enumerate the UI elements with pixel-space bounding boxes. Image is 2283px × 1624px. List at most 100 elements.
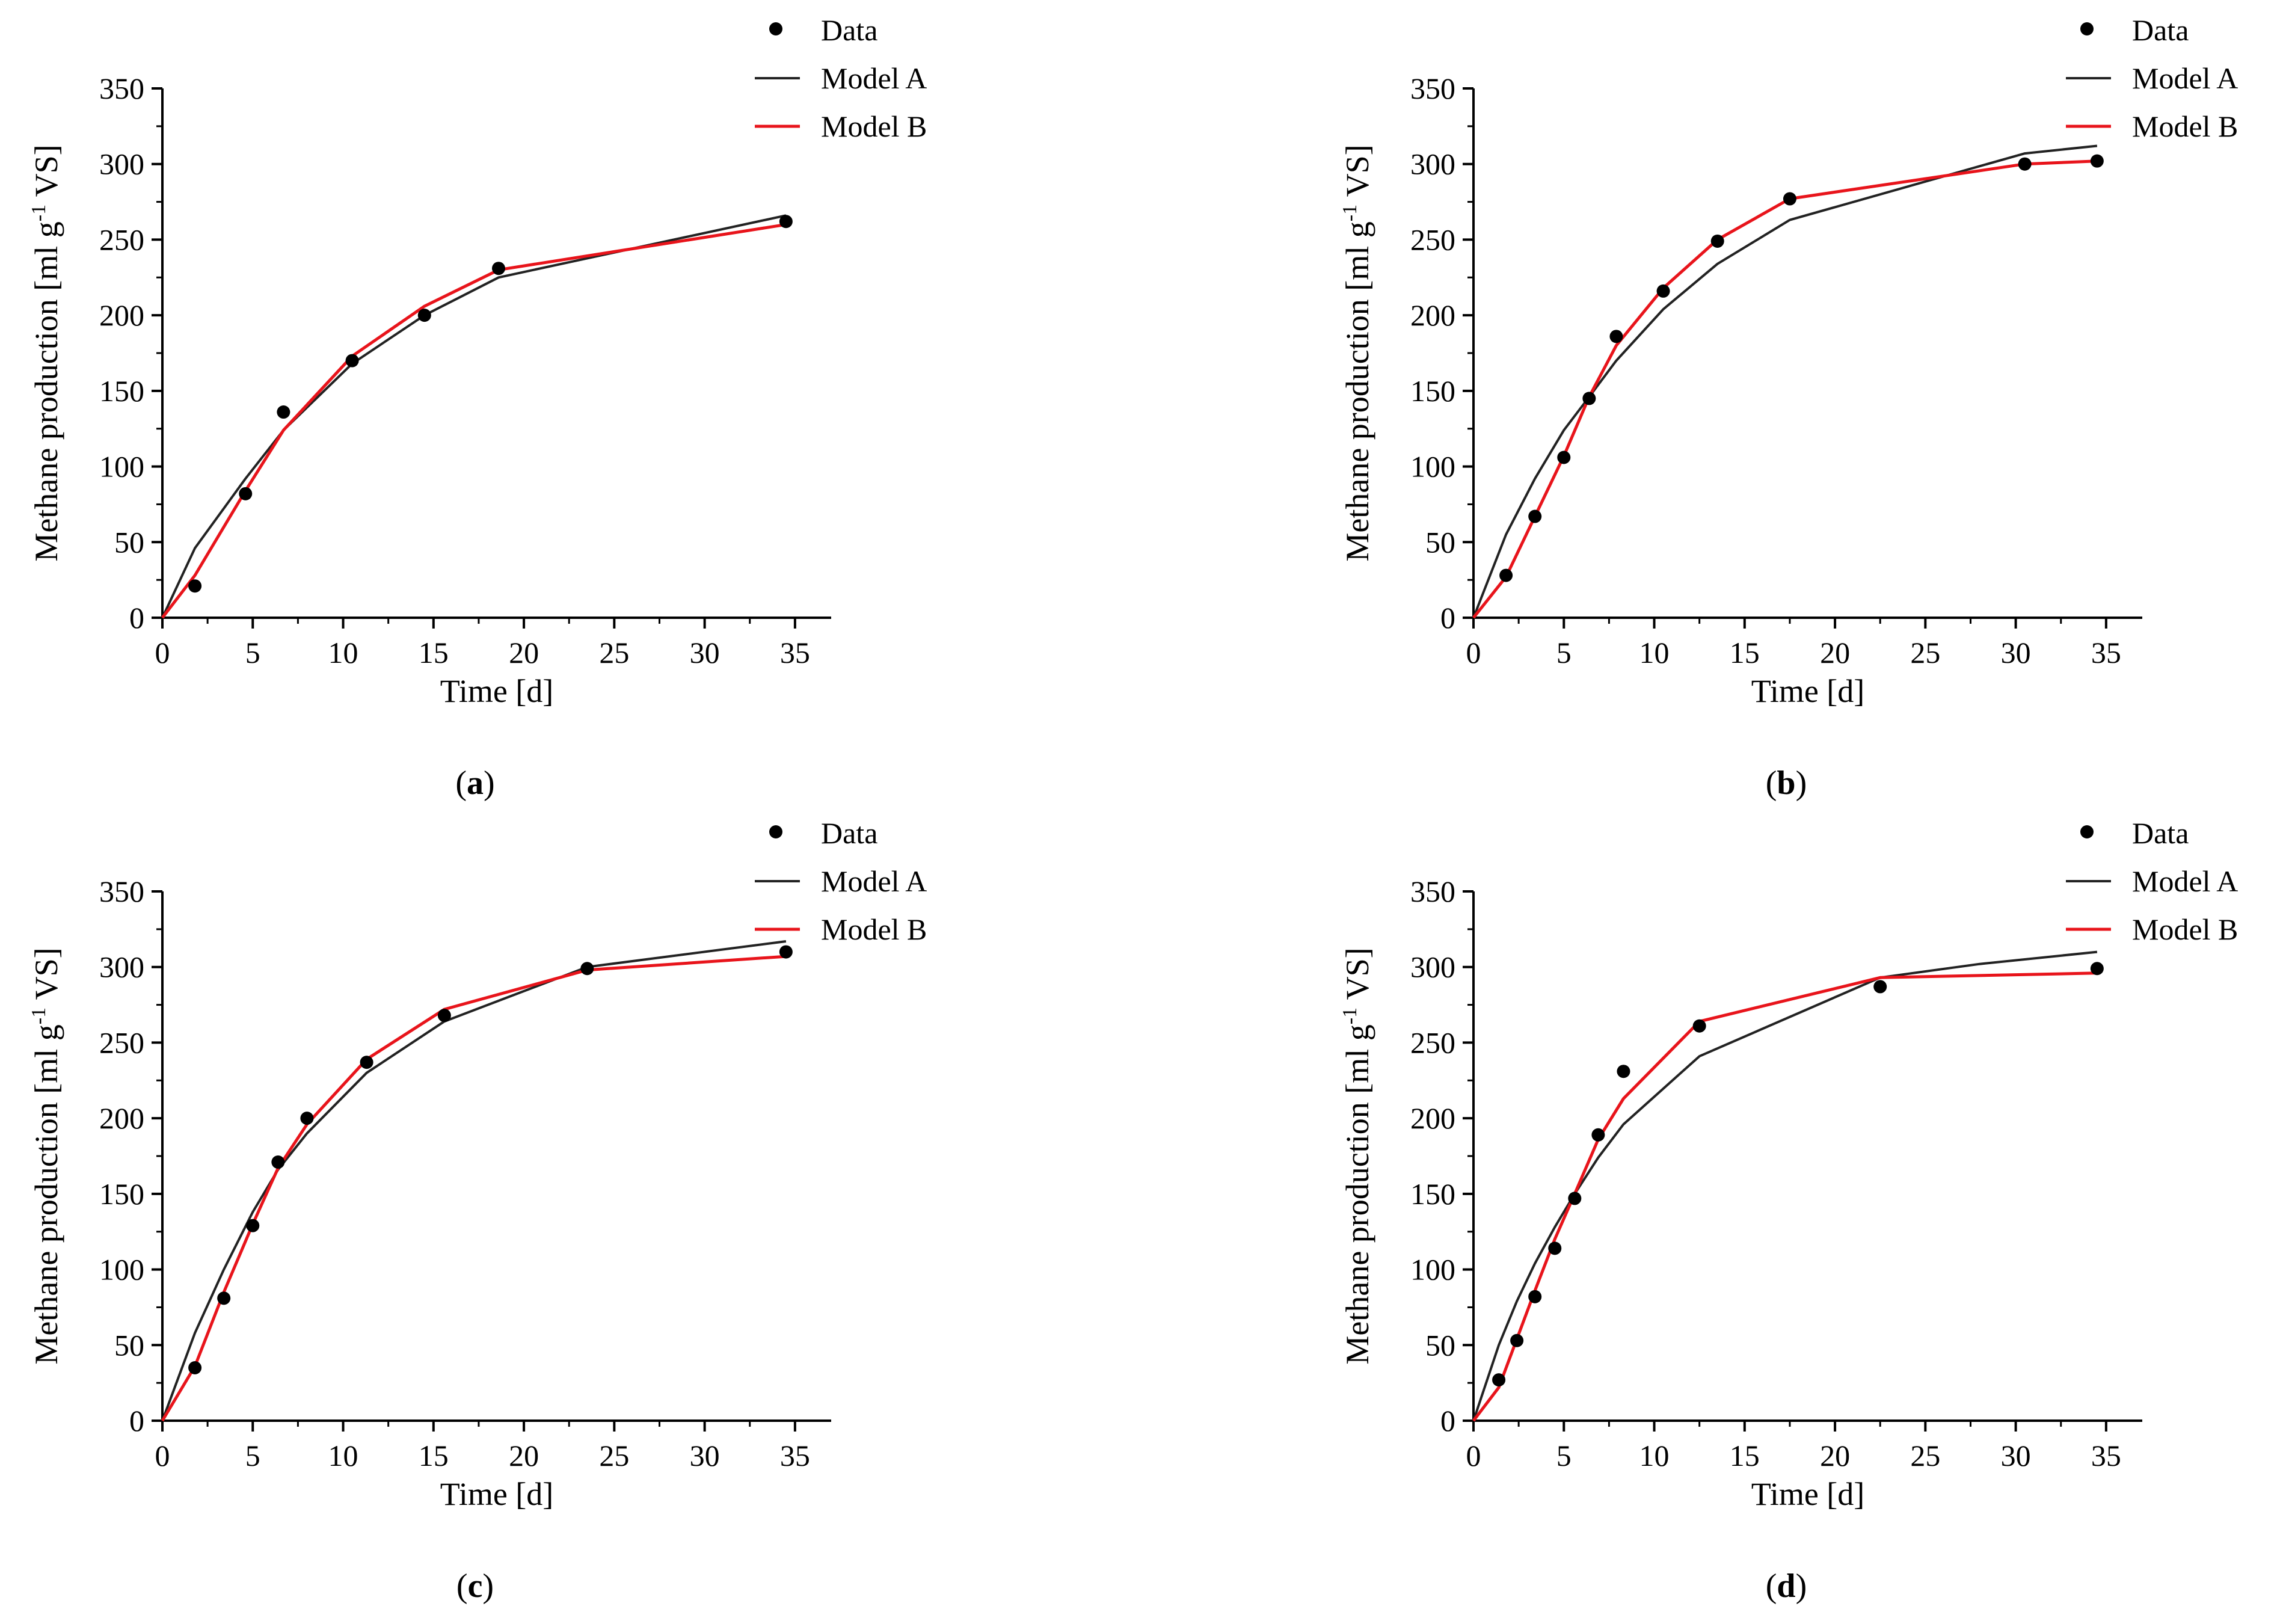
x-tick-label: 5 [245, 636, 260, 669]
x-tick-label: 0 [1466, 1439, 1481, 1472]
data-point [779, 215, 793, 229]
x-tick-label: 20 [1820, 1439, 1850, 1472]
y-tick-label: 0 [1440, 1404, 1455, 1438]
chart-panel-b: 0 5 10 15 20 25 30 35050100150200250300350Time … [1339, 13, 2238, 802]
data-point [417, 309, 431, 322]
data-point [2018, 157, 2032, 171]
y-tick-label: 150 [99, 374, 144, 408]
legend: Data Model A Model B [2066, 13, 2238, 143]
x-tick-label: 5 [1556, 636, 1572, 669]
legend-label: Model B [821, 912, 927, 946]
y-tick-label: 50 [1425, 1328, 1455, 1362]
y-tick-label: 250 [99, 1026, 144, 1059]
x-tick-label: 15 [1730, 636, 1760, 669]
data-point [2090, 154, 2104, 168]
data-point [779, 945, 793, 959]
y-tick-label: 300 [1410, 950, 1455, 984]
legend-label: Data [2132, 816, 2189, 850]
x-tick-label: 0 [155, 636, 170, 669]
legend: Data Model A Model B [755, 13, 927, 143]
y-tick-label: 300 [1410, 147, 1455, 181]
x-tick-label: 25 [1910, 1439, 1940, 1472]
legend-label: Model B [2132, 109, 2238, 143]
data-point [239, 487, 253, 500]
data-point [1873, 980, 1887, 994]
x-tick-label: 25 [599, 1439, 629, 1472]
data-point [437, 1009, 451, 1023]
data-point [1528, 509, 1542, 523]
legend-label: Model A [2132, 864, 2238, 898]
data-point [1499, 568, 1513, 582]
panel-label: (c) [456, 1567, 494, 1605]
x-tick-label: 10 [328, 1439, 358, 1472]
data-point [271, 1155, 285, 1169]
x-tick-label: 0 [155, 1439, 170, 1472]
legend-marker-data [2080, 825, 2094, 838]
chart-panel-c: 0 5 10 15 20 25 30 35050100150200250300350Time … [28, 816, 927, 1605]
data-point [1656, 284, 1670, 298]
data-point [1510, 1333, 1524, 1347]
data-point [345, 354, 359, 368]
y-tick-label: 300 [99, 950, 144, 984]
y-tick-label: 0 [129, 601, 144, 635]
series-line-model-a [1472, 144, 2098, 618]
data-point [1492, 1373, 1506, 1387]
data-point [300, 1112, 314, 1125]
series-line-model-b [1472, 971, 2097, 1422]
y-tick-label: 300 [99, 147, 144, 181]
y-tick-label: 50 [114, 525, 144, 559]
x-tick-label: 25 [599, 636, 629, 669]
y-tick-label: 100 [99, 450, 144, 484]
x-axis-title: Time [d] [1751, 1476, 1865, 1512]
y-axis-title: Methane production [ml g-1 VS] [1339, 144, 1375, 561]
data-point [1591, 1128, 1605, 1142]
y-tick-label: 50 [1425, 525, 1455, 559]
x-tick-label: 35 [2091, 636, 2121, 669]
y-tick-label: 200 [1410, 298, 1455, 332]
series-line-model-a [161, 214, 787, 618]
data-point [1617, 1065, 1630, 1078]
x-tick-label: 35 [780, 1439, 810, 1472]
panel-label: (d) [1766, 1567, 1807, 1605]
y-tick-label: 50 [114, 1328, 144, 1362]
legend: Data Model A Model B [2066, 816, 2238, 946]
x-tick-label: 20 [509, 1439, 539, 1472]
series-line-model-b [161, 955, 787, 1422]
series-line-model-b [161, 223, 787, 619]
y-tick-label: 100 [1410, 1253, 1455, 1287]
data-point [1557, 451, 1571, 464]
x-axis-title: Time [d] [440, 1476, 554, 1512]
y-tick-label: 200 [1410, 1101, 1455, 1135]
y-tick-label: 0 [129, 1404, 144, 1438]
legend-label: Model B [2132, 912, 2238, 946]
y-tick-label: 350 [1410, 72, 1455, 105]
legend-label: Data [2132, 13, 2189, 47]
legend-label: Data [821, 816, 877, 850]
data-point [1548, 1241, 1562, 1255]
y-tick-label: 250 [1410, 1026, 1455, 1059]
x-tick-label: 15 [419, 1439, 449, 1472]
y-tick-label: 250 [1410, 223, 1455, 256]
data-point [580, 962, 594, 976]
data-point [1692, 1019, 1706, 1033]
series-line-model-a [161, 940, 787, 1421]
data-point [246, 1219, 260, 1232]
x-tick-label: 30 [2001, 1439, 2031, 1472]
x-tick-label: 0 [1466, 636, 1481, 669]
series-line-model-b [1472, 159, 2098, 619]
legend-label: Model A [2132, 61, 2238, 95]
data-point [217, 1291, 231, 1305]
x-axis-title: Time [d] [440, 673, 554, 709]
data-point [188, 579, 202, 593]
y-axis-title: Methane production [ml g-1 VS] [28, 947, 64, 1364]
chart-panel-d: 0 5 10 15 20 25 30 35050100150200250300350Time … [1339, 816, 2238, 1605]
data-point [1528, 1290, 1542, 1303]
legend-marker-data [2080, 22, 2094, 35]
legend-label: Model B [821, 109, 927, 143]
x-tick-label: 30 [690, 636, 720, 669]
x-tick-label: 30 [690, 1439, 720, 1472]
y-tick-label: 150 [1410, 374, 1455, 408]
data-point [492, 262, 506, 275]
panel-label: (b) [1766, 764, 1807, 802]
